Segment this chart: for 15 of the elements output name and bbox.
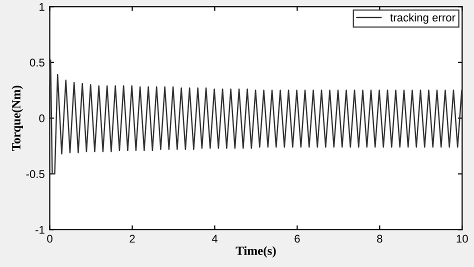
- x-axis-title: Time(s): [236, 246, 276, 258]
- y-tick-label: 0: [39, 114, 44, 122]
- y-axis-title: Torque(Nm): [12, 86, 23, 151]
- y-tick-label: 0.5: [30, 58, 44, 67]
- x-tick-label: 6: [294, 234, 300, 243]
- y-tick-label: -0.5: [26, 170, 44, 178]
- x-tick-label: 10: [456, 234, 468, 243]
- legend-label: tracking error: [390, 13, 456, 24]
- x-tick-label: 2: [130, 234, 135, 243]
- y-tick-label: 1: [40, 3, 44, 11]
- line-series: [49, 60, 462, 175]
- x-tick-label: 0: [47, 234, 52, 243]
- x-tick-label: 8: [377, 234, 382, 243]
- x-tick-label: 4: [212, 234, 218, 243]
- y-tick-label: -1: [36, 226, 44, 234]
